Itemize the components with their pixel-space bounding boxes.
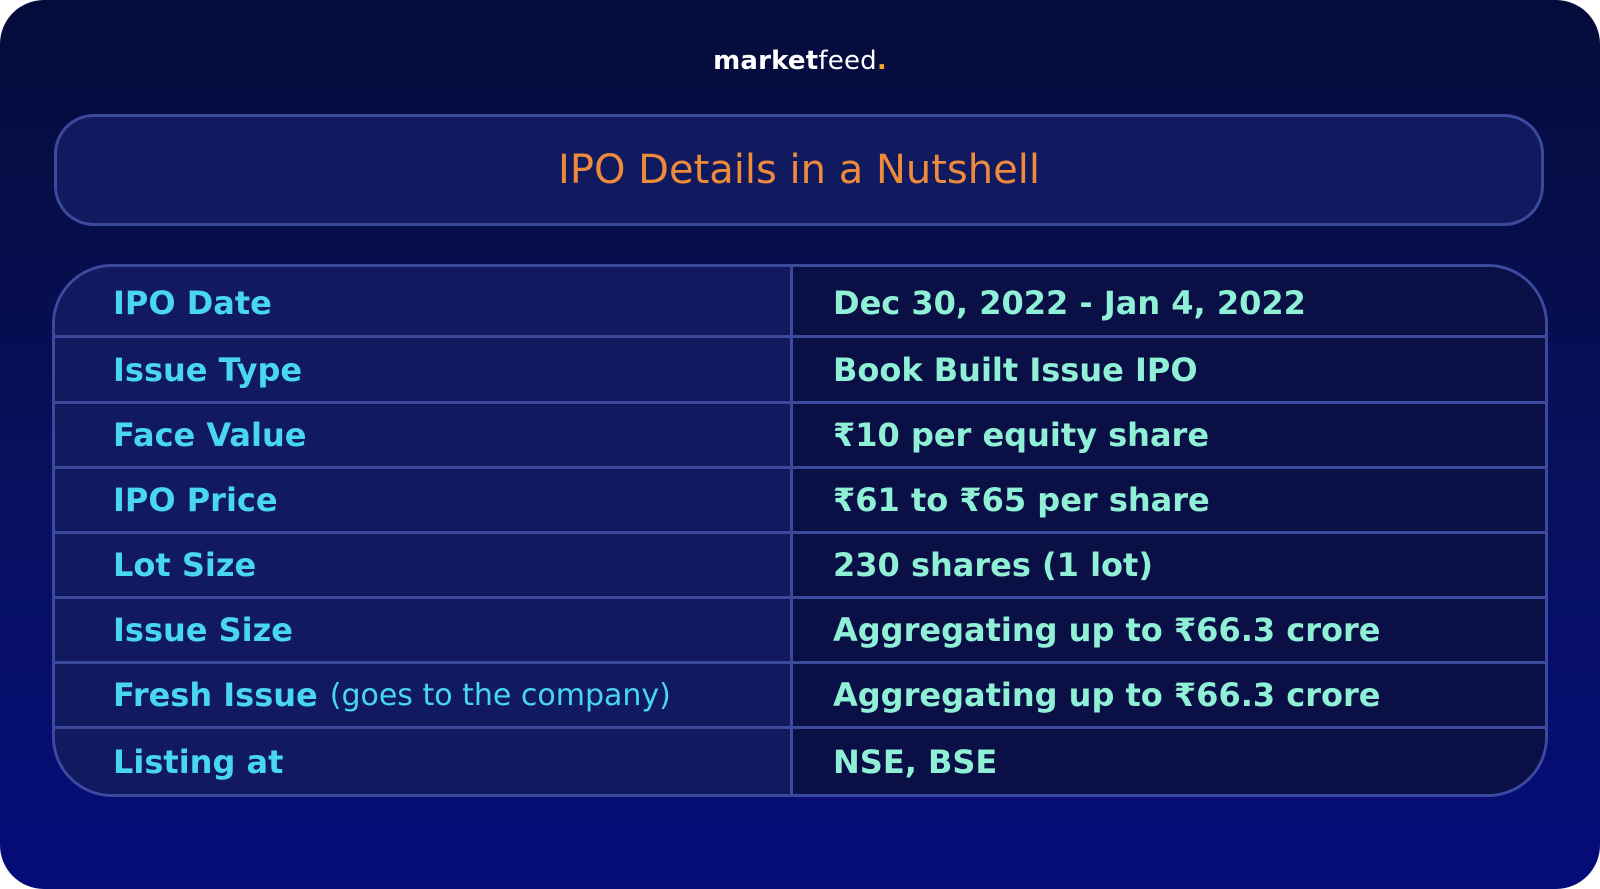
row-value: ₹61 to ₹65 per share (833, 481, 1210, 519)
table-row: Issue Size Aggregating up to ₹66.3 crore (55, 596, 1545, 661)
row-label: Fresh Issue (113, 676, 318, 714)
row-value: Aggregating up to ₹66.3 crore (833, 676, 1381, 714)
table-row: Face Value ₹10 per equity share (55, 401, 1545, 466)
title-banner: IPO Details in a Nutshell (54, 114, 1544, 226)
row-label: Face Value (113, 416, 307, 454)
row-label-cell: IPO Date (55, 267, 793, 335)
row-label-cell: Face Value (55, 404, 793, 466)
row-label-cell: IPO Price (55, 469, 793, 531)
table-row: Fresh Issue (goes to the company) Aggrega… (55, 661, 1545, 726)
row-label-cell: Lot Size (55, 534, 793, 596)
page-title: IPO Details in a Nutshell (558, 147, 1040, 193)
row-label-cell: Issue Size (55, 599, 793, 661)
table-row: IPO Price ₹61 to ₹65 per share (55, 466, 1545, 531)
row-value: Aggregating up to ₹66.3 crore (833, 611, 1381, 649)
row-value-cell: NSE, BSE (793, 729, 1545, 794)
row-label: Listing at (113, 742, 284, 781)
row-value: NSE, BSE (833, 742, 998, 781)
brand-logo: marketfeed. (0, 46, 1600, 76)
row-value-cell: ₹61 to ₹65 per share (793, 469, 1545, 531)
row-label-cell: Listing at (55, 729, 793, 794)
row-value: 230 shares (1 lot) (833, 546, 1153, 584)
row-value-cell: ₹10 per equity share (793, 404, 1545, 466)
row-value-cell: Dec 30, 2022 - Jan 4, 2022 (793, 267, 1545, 335)
row-label: IPO Date (113, 284, 272, 322)
row-value: ₹10 per equity share (833, 416, 1210, 454)
row-value: Book Built Issue IPO (833, 350, 1198, 389)
table-row: Listing at NSE, BSE (55, 726, 1545, 794)
row-value: Dec 30, 2022 - Jan 4, 2022 (833, 284, 1306, 322)
row-label: IPO Price (113, 481, 278, 519)
brand-name-light: feed (818, 46, 877, 76)
row-label: Issue Type (113, 350, 303, 389)
row-label: Lot Size (113, 546, 257, 584)
brand-name-bold: market (713, 46, 819, 76)
ipo-details-table: IPO Date Dec 30, 2022 - Jan 4, 2022 Issu… (52, 264, 1548, 797)
table-row: Issue Type Book Built Issue IPO (55, 335, 1545, 401)
row-value-cell: Book Built Issue IPO (793, 338, 1545, 401)
row-value-cell: 230 shares (1 lot) (793, 534, 1545, 596)
row-value-cell: Aggregating up to ₹66.3 crore (793, 664, 1545, 726)
brand-dot: . (876, 46, 887, 76)
row-value-cell: Aggregating up to ₹66.3 crore (793, 599, 1545, 661)
table-row: IPO Date Dec 30, 2022 - Jan 4, 2022 (55, 267, 1545, 335)
row-label-note: (goes to the company) (329, 677, 671, 713)
row-label: Issue Size (113, 611, 293, 649)
row-label-cell: Fresh Issue (goes to the company) (55, 664, 793, 726)
table-row: Lot Size 230 shares (1 lot) (55, 531, 1545, 596)
row-label-cell: Issue Type (55, 338, 793, 401)
